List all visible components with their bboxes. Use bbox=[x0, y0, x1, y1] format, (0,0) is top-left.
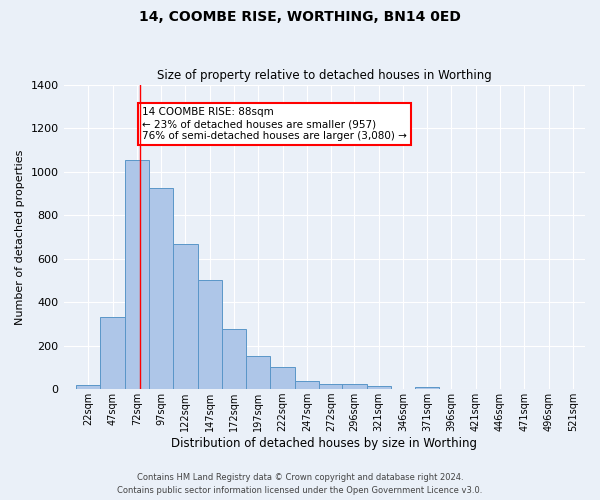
Title: Size of property relative to detached houses in Worthing: Size of property relative to detached ho… bbox=[157, 69, 491, 82]
Y-axis label: Number of detached properties: Number of detached properties bbox=[15, 149, 25, 324]
Bar bbox=[100, 318, 125, 389]
X-axis label: Distribution of detached houses by size in Worthing: Distribution of detached houses by size … bbox=[171, 437, 477, 450]
Bar bbox=[246, 356, 271, 389]
Text: Contains HM Land Registry data © Crown copyright and database right 2024.
Contai: Contains HM Land Registry data © Crown c… bbox=[118, 474, 482, 495]
Bar bbox=[173, 244, 197, 389]
Bar bbox=[271, 368, 295, 389]
Bar bbox=[415, 386, 439, 389]
Bar bbox=[76, 385, 100, 389]
Text: 14 COOMBE RISE: 88sqm
← 23% of detached houses are smaller (957)
76% of semi-det: 14 COOMBE RISE: 88sqm ← 23% of detached … bbox=[142, 108, 407, 140]
Bar bbox=[295, 381, 319, 389]
Bar bbox=[367, 386, 391, 389]
Bar bbox=[197, 280, 222, 389]
Text: 14, COOMBE RISE, WORTHING, BN14 0ED: 14, COOMBE RISE, WORTHING, BN14 0ED bbox=[139, 10, 461, 24]
Bar bbox=[149, 188, 173, 389]
Bar bbox=[125, 160, 149, 389]
Bar bbox=[222, 329, 246, 389]
Bar bbox=[319, 384, 343, 389]
Bar bbox=[342, 384, 367, 389]
